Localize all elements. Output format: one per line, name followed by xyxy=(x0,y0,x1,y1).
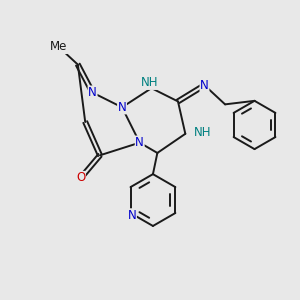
Text: N: N xyxy=(128,209,136,222)
Text: O: O xyxy=(76,172,86,184)
Text: NH: NH xyxy=(194,126,212,139)
Text: N: N xyxy=(118,101,126,114)
Text: N: N xyxy=(88,86,97,99)
Text: NH: NH xyxy=(141,76,159,89)
Text: N: N xyxy=(135,136,144,149)
Text: Me: Me xyxy=(50,40,68,53)
Text: N: N xyxy=(200,79,209,92)
